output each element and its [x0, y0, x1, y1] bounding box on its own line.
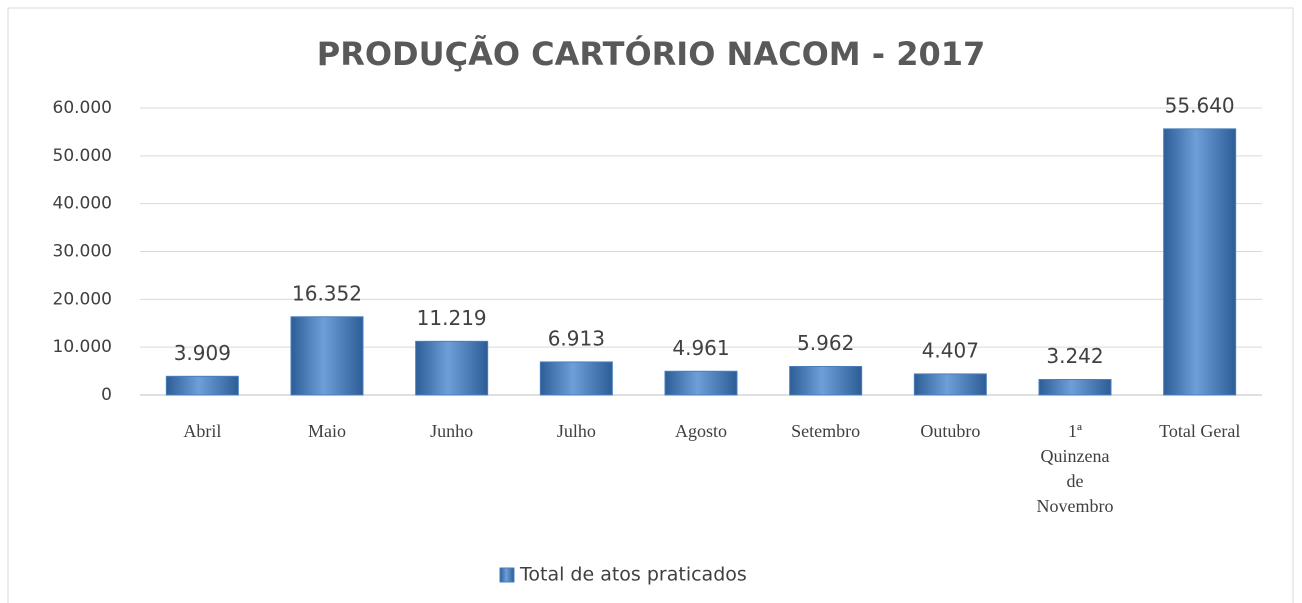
data-label: 4.407	[922, 338, 979, 362]
bar	[165, 375, 239, 396]
bar	[664, 370, 738, 396]
data-label: 16.352	[292, 281, 362, 305]
bar	[1038, 378, 1112, 396]
y-tick-label: 30.000	[53, 242, 112, 262]
x-tick-label: Maio	[308, 421, 346, 441]
x-tick-label: Outubro	[920, 421, 981, 441]
chart-title: PRODUÇÃO CARTÓRIO NACOM - 2017	[317, 34, 986, 73]
bar	[290, 316, 364, 396]
x-tick-label: Julho	[556, 421, 596, 441]
bar	[913, 373, 987, 396]
bar	[789, 365, 863, 396]
data-label: 4.961	[672, 336, 729, 360]
legend-label: Total de atos praticados	[519, 564, 747, 586]
legend-swatch	[499, 567, 515, 583]
data-label: 6.913	[548, 326, 605, 350]
data-label: 3.909	[174, 341, 231, 365]
x-tick-label: Abril	[183, 421, 222, 441]
y-tick-label: 0	[101, 385, 112, 405]
x-tick-label: Junho	[430, 421, 474, 441]
x-tick-label: Setembro	[791, 421, 861, 441]
x-tick-label: 1ª Quinzena de Novembro	[1036, 421, 1114, 516]
data-label: 11.219	[417, 306, 487, 330]
y-tick-label: 40.000	[53, 194, 112, 214]
data-label: 3.242	[1046, 344, 1103, 368]
y-tick-label: 10.000	[53, 337, 112, 357]
data-label: 5.962	[797, 331, 854, 355]
bar	[539, 361, 613, 396]
y-tick-label: 20.000	[53, 289, 112, 309]
bar	[415, 340, 489, 396]
chart-frame	[7, 7, 1294, 603]
y-tick-label: 50.000	[53, 146, 112, 166]
bar	[1163, 128, 1237, 396]
data-label: 55.640	[1165, 93, 1235, 117]
x-tick-label: Agosto	[675, 421, 728, 441]
y-tick-label: 60.000	[53, 98, 112, 118]
x-tick-label: Total Geral	[1159, 421, 1241, 441]
